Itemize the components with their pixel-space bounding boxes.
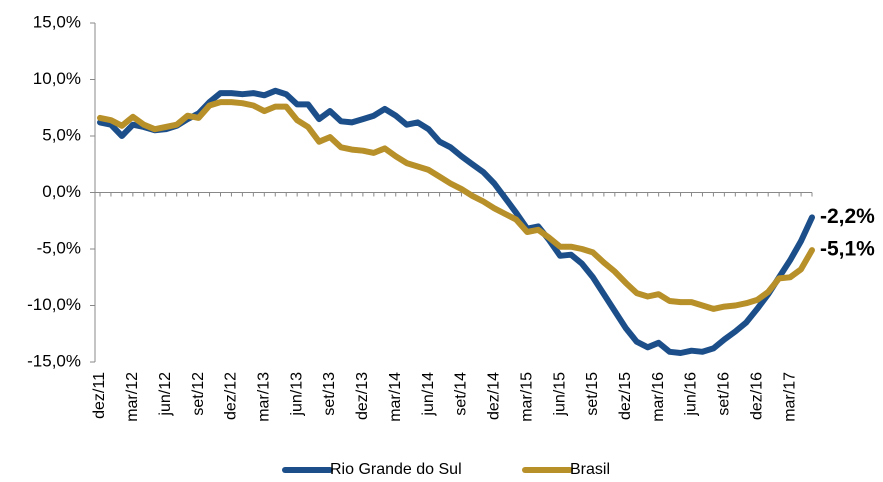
line-series [97, 87, 815, 356]
x-tick-label: jun/12 [157, 372, 174, 417]
data-label: -5,1% [820, 238, 875, 261]
x-tick-label: mar/17 [781, 372, 798, 422]
x-tick-label: set/13 [321, 372, 338, 416]
x-tick-label: jun/14 [420, 372, 437, 417]
x-tick-label: dez/13 [354, 372, 371, 420]
x-tick-label: mar/12 [124, 372, 141, 422]
x-tick-label: jun/16 [683, 372, 700, 417]
x-tick-label: dez/11 [91, 372, 108, 419]
data-label: -2,2% [820, 205, 875, 228]
legend-label: Brasil [570, 461, 610, 478]
y-tick-label: -10,0% [27, 295, 81, 314]
x-tick-label: mar/15 [518, 372, 535, 422]
x-tick-label: dez/12 [223, 372, 240, 420]
x-tick-label: jun/15 [551, 372, 568, 417]
y-tick-label: 0,0% [42, 182, 81, 201]
x-tick-label: jun/13 [288, 372, 305, 417]
x-tick-label: set/15 [584, 372, 601, 416]
x-tick-label: dez/16 [748, 372, 765, 420]
x-tick-label: mar/13 [256, 372, 273, 422]
y-tick-label: 10,0% [33, 69, 81, 88]
x-tick-label: dez/14 [486, 372, 503, 420]
y-tick-label: 15,0% [33, 12, 81, 31]
x-tick-label: set/16 [716, 372, 733, 416]
legend-label: Rio Grande do Sul [330, 461, 462, 478]
x-tick-label: set/14 [453, 372, 470, 416]
y-tick-label: -5,0% [37, 238, 81, 257]
x-tick-label: dez/15 [617, 372, 634, 420]
x-tick-label: mar/16 [650, 372, 667, 422]
line-series [97, 99, 815, 312]
x-tick-label: mar/14 [387, 372, 404, 422]
x-tick-label: set/12 [190, 372, 207, 416]
y-tick-label: -15,0% [27, 351, 81, 370]
y-tick-label: 5,0% [42, 125, 81, 144]
